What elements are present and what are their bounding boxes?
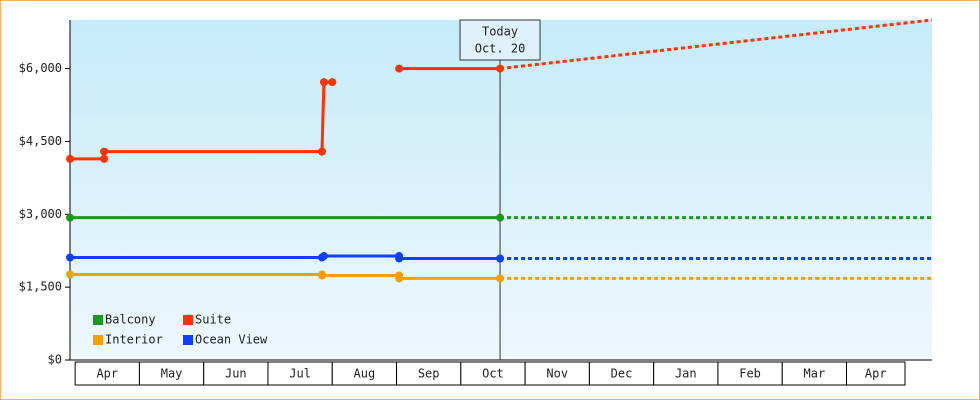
point (319, 252, 328, 261)
y-tick-label: $6,000 (19, 61, 62, 75)
point (496, 274, 505, 283)
legend-swatch (93, 335, 103, 345)
point (395, 254, 404, 263)
point (395, 64, 404, 73)
month-box (846, 361, 906, 386)
today-box (459, 19, 541, 61)
point (496, 254, 505, 263)
x-tick-label: Apr (865, 367, 887, 381)
legend-swatch (183, 335, 193, 345)
y-tick-label: $3,000 (19, 207, 62, 221)
x-tick-label: Oct (482, 367, 504, 381)
x-tick-label: Apr (96, 367, 118, 381)
plot-area (70, 20, 932, 360)
point (395, 274, 404, 283)
legend-swatch (93, 315, 103, 325)
point (66, 253, 74, 262)
point (496, 213, 505, 222)
point (100, 154, 109, 163)
y-tick-label: $1,500 (19, 280, 62, 294)
point (317, 147, 326, 156)
point (496, 64, 505, 73)
legend-label: Balcony (105, 313, 156, 327)
point (100, 147, 109, 156)
y-tick-label: $4,500 (19, 134, 62, 148)
point (317, 271, 326, 280)
x-tick-label: Jan (675, 367, 697, 381)
legend-swatch (183, 315, 193, 325)
series-line (70, 273, 501, 280)
point (66, 154, 74, 163)
x-tick-label: Mar (804, 367, 826, 381)
point (66, 213, 74, 222)
forecast-line (499, 18, 933, 71)
x-tick-label: May (161, 367, 183, 381)
series-line (70, 254, 501, 260)
y-tick-label: $0 (48, 353, 62, 367)
x-tick-label: Feb (739, 367, 761, 381)
x-tick-label: Nov (546, 367, 568, 381)
legend-label: Ocean View (195, 333, 268, 347)
x-tick-label: Aug (354, 367, 376, 381)
x-tick-label: Jul (289, 367, 311, 381)
point (319, 78, 328, 87)
x-tick-label: Sep (418, 367, 440, 381)
today-label: Oct. 20 (475, 42, 526, 56)
today-label: Today (482, 25, 518, 39)
x-tick-label: Jun (225, 367, 247, 381)
point (328, 78, 337, 87)
x-tick-label: Dec (611, 367, 633, 381)
point (66, 270, 74, 279)
legend-label: Suite (195, 313, 231, 327)
legend-label: Interior (105, 333, 163, 347)
